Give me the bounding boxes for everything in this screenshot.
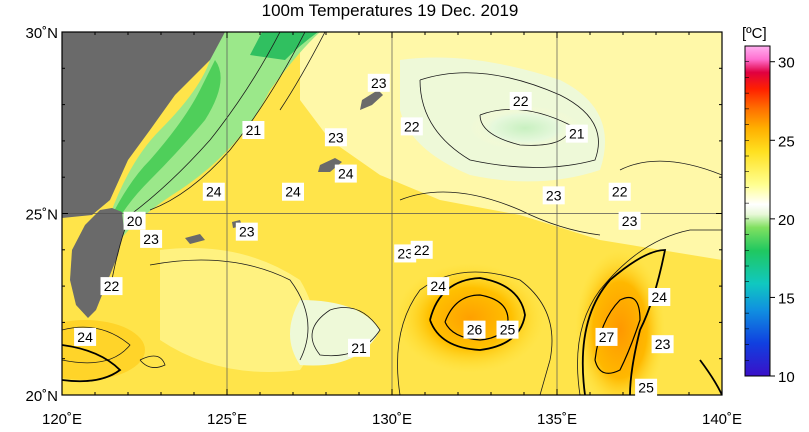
colorbar-tick-label: 30: [778, 55, 795, 72]
contour-label-bg: [635, 378, 658, 397]
contour-label-bg: [542, 186, 565, 205]
contour-label-bg: [367, 73, 390, 92]
contour-label-bg: [282, 182, 304, 201]
contour-label-text: 24: [652, 289, 668, 305]
contour-label-text: 27: [599, 329, 615, 345]
contour-label-bg: [123, 211, 146, 230]
contour-label-text: 22: [104, 278, 120, 294]
contour-label-text: 21: [351, 340, 367, 356]
contour-label-bg: [74, 327, 97, 346]
contour-label-bg: [202, 182, 225, 201]
contour-label: 22: [100, 277, 123, 296]
contour-label: 23: [324, 128, 347, 147]
contour-label-text: 24: [430, 278, 446, 294]
contour-label: 23: [367, 73, 390, 92]
contour-label-text: 23: [622, 213, 638, 229]
contour-label-text: 23: [143, 231, 159, 247]
contour-label-text: 23: [371, 75, 387, 91]
contour-label-bg: [235, 222, 258, 241]
contour-label-text: 21: [246, 122, 262, 138]
contour-label-bg: [618, 211, 641, 230]
contour-label: 20: [123, 211, 146, 230]
contour-label-text: 23: [397, 245, 413, 261]
contour-label-text: 24: [77, 329, 93, 345]
x-tick-label: 140˚E: [702, 411, 742, 428]
contour-label-text: 23: [239, 224, 255, 240]
contour-label-text: 23: [328, 129, 344, 145]
contour-label: 25: [496, 320, 519, 339]
colorbar-tick-label: 25: [778, 133, 795, 150]
contour-label: 22: [400, 117, 423, 136]
colorbar: [744, 45, 771, 377]
contour-label-bg: [348, 338, 370, 357]
x-tick-label: 135˚E: [537, 411, 577, 428]
contour-label-text: 22: [513, 93, 529, 109]
contour-label: 24: [202, 182, 225, 201]
contour-label-text: 26: [467, 322, 483, 338]
contour-label-bg: [463, 320, 486, 339]
contour-label: 22: [509, 91, 532, 110]
y-tick-label: 30˚N: [25, 25, 58, 42]
temperature-field: [62, 32, 722, 395]
colorbar-tick-label: 20: [778, 212, 795, 229]
contour-label: 23: [618, 211, 641, 230]
contour-label-text: 23: [546, 187, 562, 203]
contour-label: 24: [334, 164, 357, 183]
contour-label-bg: [648, 287, 671, 306]
contour-label: 23: [235, 222, 258, 241]
contour-label-text: 23: [655, 336, 671, 352]
contour-label: 22: [608, 182, 631, 201]
contour-label-text: 21: [569, 126, 585, 142]
contour-label: 24: [427, 277, 450, 296]
contour-label: 21: [348, 338, 370, 357]
contour-label-bg: [509, 91, 532, 110]
colorbar-tick-label: 15: [778, 290, 795, 307]
contour-label-text: 24: [206, 184, 222, 200]
y-tick-label: 25˚N: [25, 207, 58, 224]
contour-label-text: 24: [338, 166, 354, 182]
contour-label: 26: [463, 320, 486, 339]
contour-label-bg: [651, 335, 674, 354]
contour-label-text: 24: [285, 184, 301, 200]
x-tick-label: 120˚E: [42, 411, 82, 428]
contour-label-bg: [334, 164, 357, 183]
contour-label-bg: [324, 128, 347, 147]
contour-label: 24: [648, 287, 671, 306]
contour-label-text: 20: [127, 213, 143, 229]
contour-label: 23: [140, 229, 163, 248]
contour-label-bg: [496, 320, 519, 339]
contour-label-bg: [595, 327, 618, 346]
contour-label-bg: [140, 229, 163, 248]
x-tick-label: 130˚E: [372, 411, 412, 428]
y-tick-label: 20˚N: [25, 388, 58, 405]
colorbar-tick-label: 10: [778, 369, 795, 386]
contour-label-bg: [100, 277, 123, 296]
contour-label-text: 25: [500, 322, 516, 338]
contour-label-bg: [427, 277, 450, 296]
contour-label: 21: [242, 121, 265, 140]
x-tick-label: 125˚E: [207, 411, 247, 428]
map-title: 100m Temperatures 19 Dec. 2019: [262, 1, 519, 20]
contour-label: 21: [565, 124, 588, 143]
contour-label-text: 25: [638, 380, 654, 396]
contour-label-bg: [410, 240, 433, 259]
contour-label-bg: [242, 121, 265, 140]
contour-label-text: 22: [404, 118, 420, 134]
contour-label-bg: [608, 182, 631, 201]
contour-label: 24: [74, 327, 97, 346]
contour-label: 22: [410, 240, 433, 259]
contour-label: 23: [651, 335, 674, 354]
contour-label-text: 22: [612, 184, 628, 200]
contour-label: 23: [542, 186, 565, 205]
contour-label-text: 22: [414, 242, 430, 258]
contour-label-bg: [565, 124, 588, 143]
contour-label: 24: [282, 182, 304, 201]
contour-label-bg: [400, 117, 423, 136]
colorbar-unit: [ºC]: [742, 25, 767, 42]
contour-label: 25: [635, 378, 658, 397]
contour-label: 27: [595, 327, 618, 346]
